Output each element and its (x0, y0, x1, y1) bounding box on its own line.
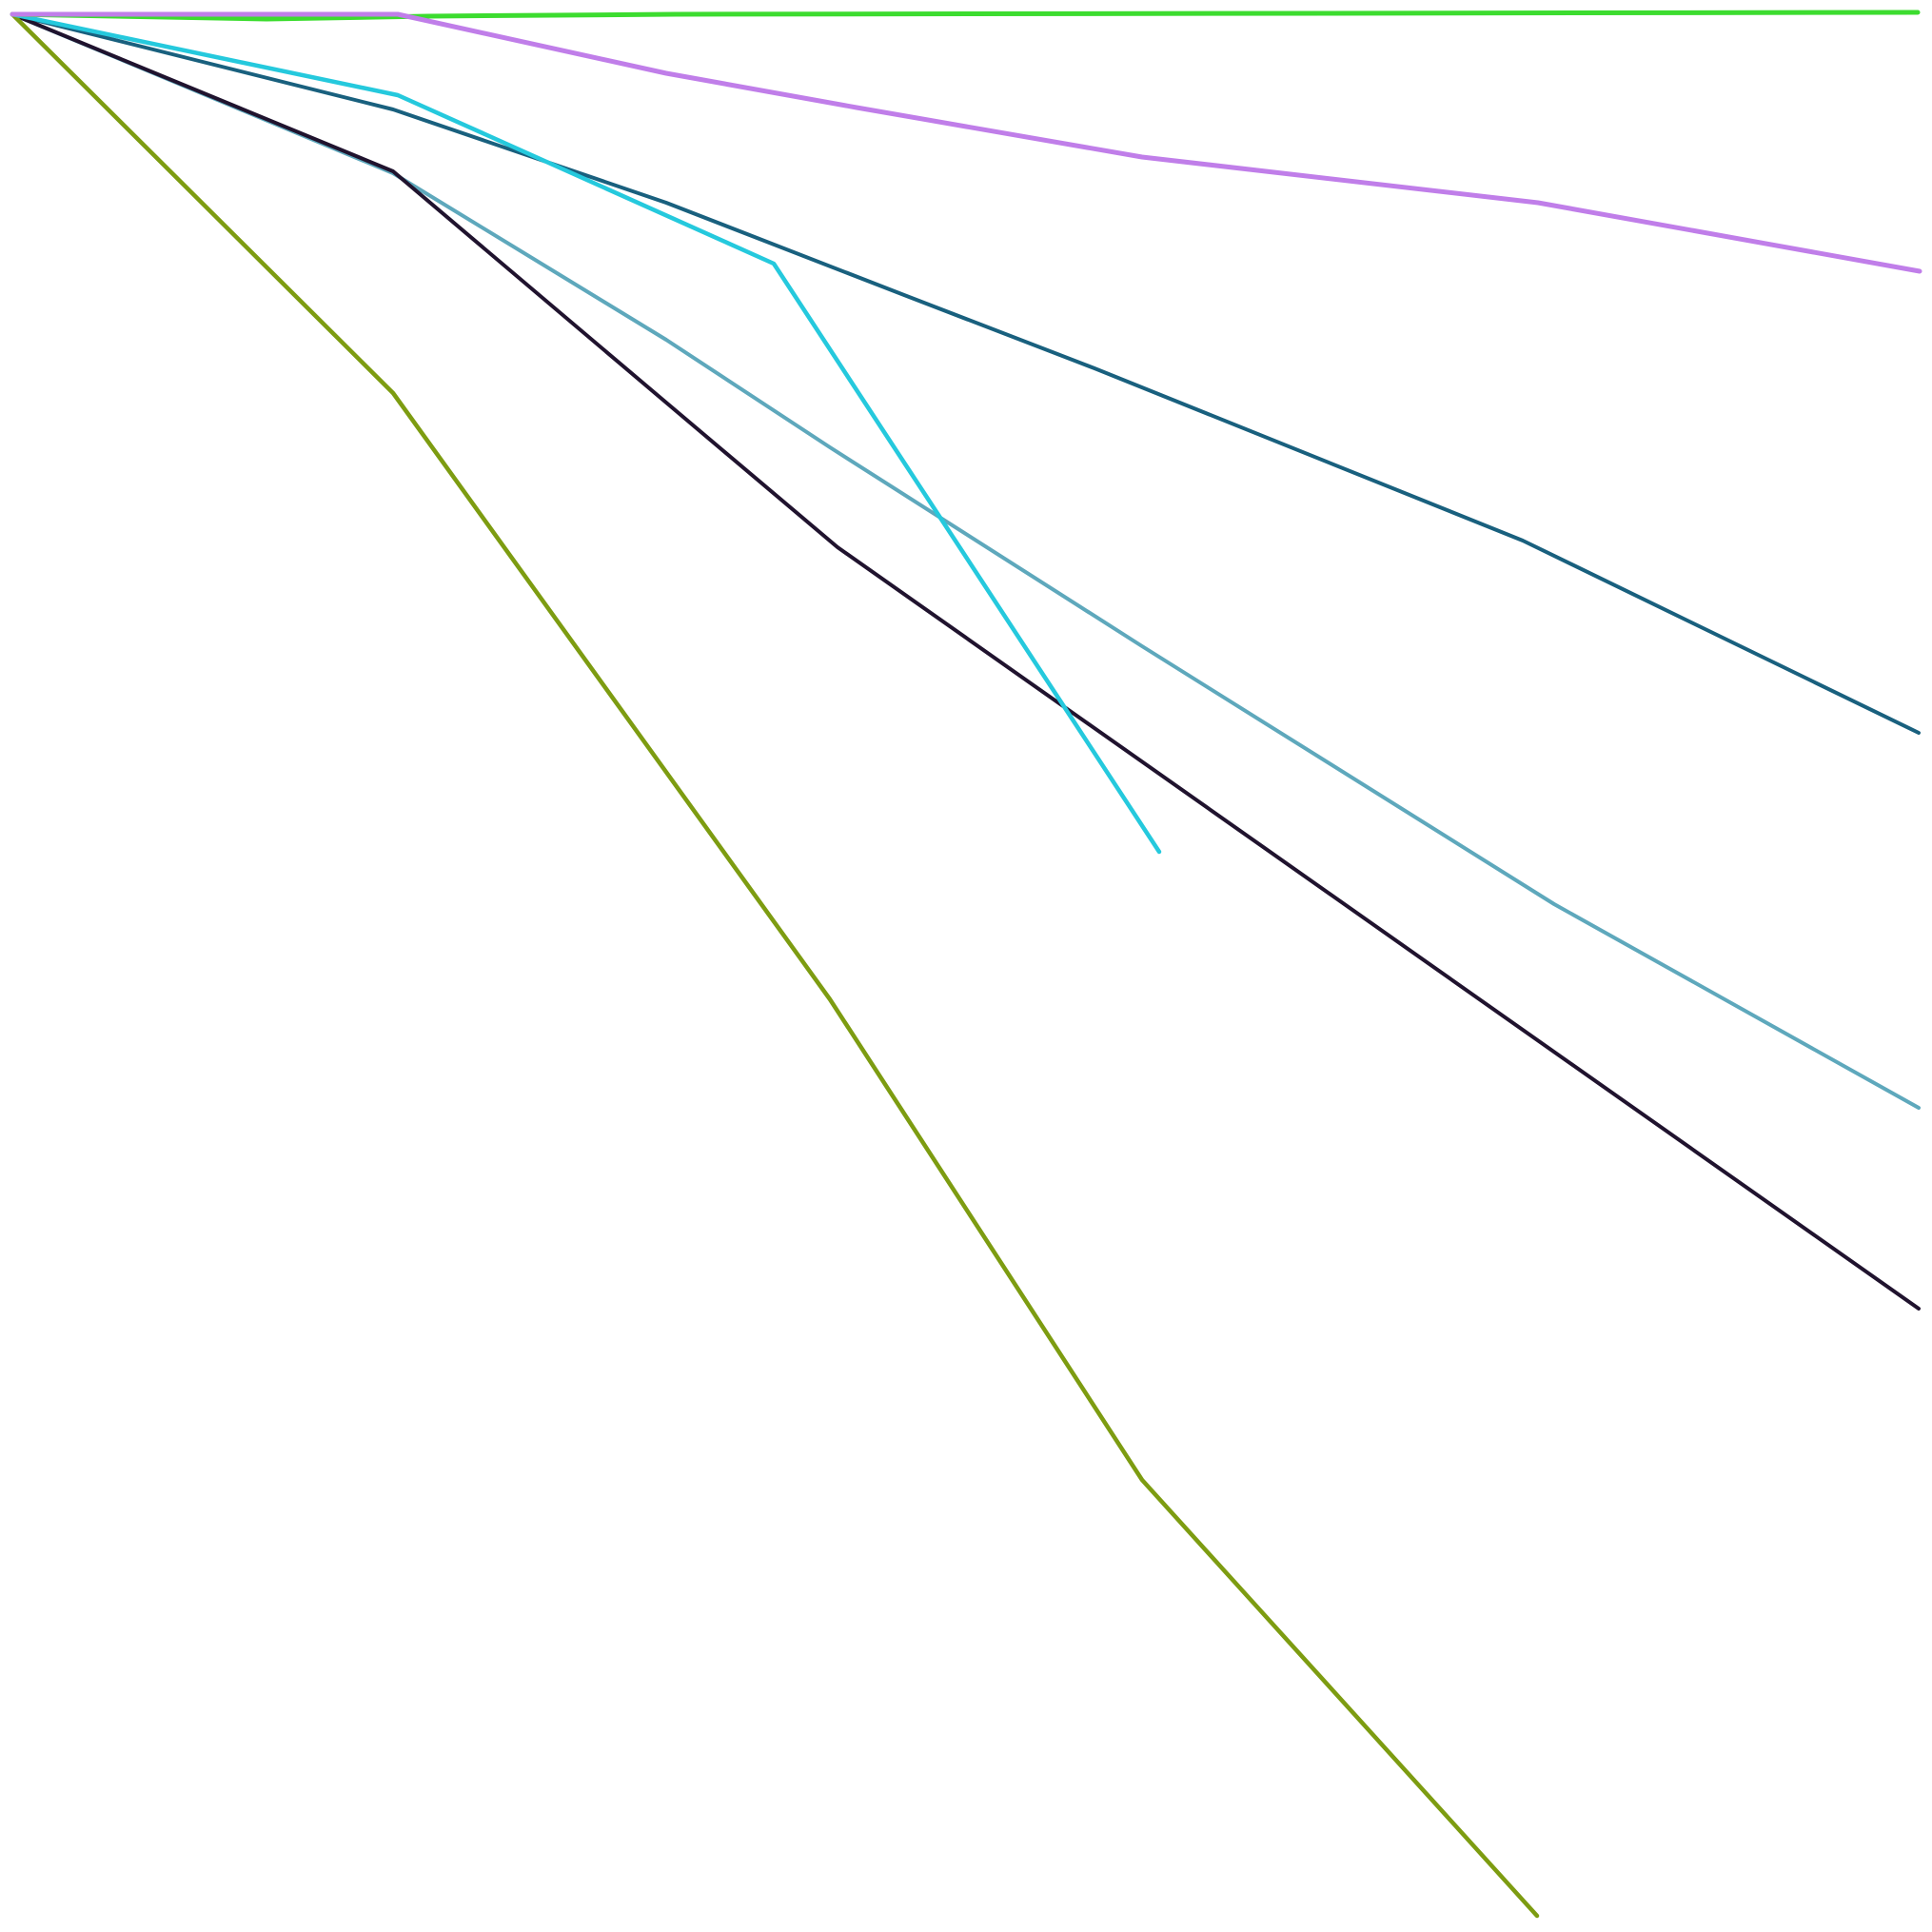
series-dark-navy-line (10, 12, 1921, 1311)
series-cyan-line (10, 11, 1162, 855)
series-green-line (10, 10, 1921, 22)
series-violet-line (10, 11, 1922, 274)
series-olive-line (10, 11, 1540, 1919)
series-steel-blue-line (10, 12, 1921, 1110)
series-dark-teal-line (10, 12, 1921, 735)
